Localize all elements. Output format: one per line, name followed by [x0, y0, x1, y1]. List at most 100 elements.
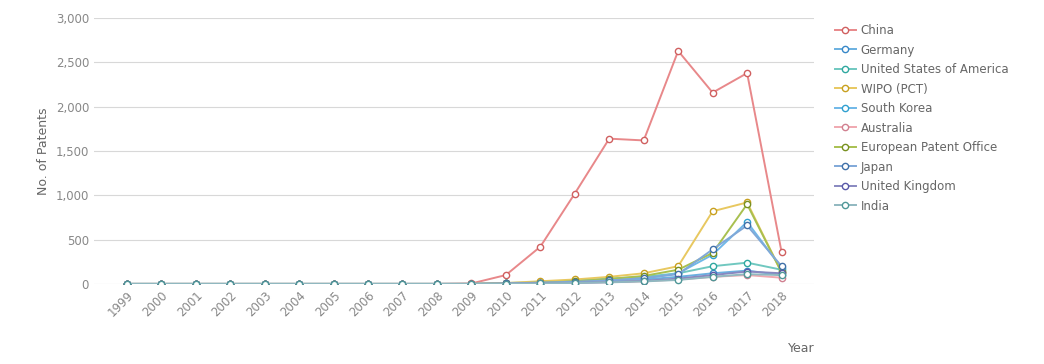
European Patent Office	[603, 277, 616, 281]
European Patent Office	[155, 282, 167, 286]
India	[155, 282, 167, 286]
China	[223, 282, 236, 286]
Australia	[672, 277, 685, 282]
Australia	[258, 282, 270, 286]
Germany	[672, 275, 685, 279]
India	[258, 282, 270, 286]
United Kingdom	[327, 282, 339, 286]
Australia	[466, 282, 478, 286]
India	[500, 282, 513, 286]
United States of America	[189, 282, 201, 286]
United States of America	[603, 276, 616, 281]
South Korea	[638, 276, 650, 281]
South Korea	[535, 281, 547, 285]
United States of America	[672, 271, 685, 276]
Germany	[430, 282, 443, 286]
India	[466, 282, 478, 286]
Japan	[327, 282, 339, 286]
India	[223, 282, 236, 286]
United States of America	[707, 264, 719, 268]
South Korea	[500, 281, 513, 286]
European Patent Office	[535, 280, 547, 285]
Line: Australia: Australia	[123, 272, 785, 287]
United States of America	[638, 275, 650, 279]
United Kingdom	[707, 273, 719, 277]
European Patent Office	[672, 268, 685, 272]
Japan	[707, 247, 719, 252]
China	[569, 191, 582, 196]
Line: China: China	[123, 48, 785, 287]
Germany	[396, 282, 408, 286]
WIPO (PCT)	[776, 270, 788, 274]
China	[603, 136, 616, 141]
China	[741, 71, 754, 75]
United Kingdom	[292, 282, 305, 286]
Line: South Korea: South Korea	[123, 219, 785, 287]
Australia	[569, 280, 582, 285]
Line: WIPO (PCT): WIPO (PCT)	[123, 199, 785, 287]
WIPO (PCT)	[535, 279, 547, 284]
Australia	[361, 282, 374, 286]
United States of America	[776, 268, 788, 272]
United States of America	[327, 282, 339, 286]
Japan	[361, 282, 374, 286]
South Korea	[223, 282, 236, 286]
WIPO (PCT)	[120, 282, 133, 286]
India	[741, 272, 754, 276]
Australia	[430, 282, 443, 286]
WIPO (PCT)	[672, 264, 685, 268]
Australia	[603, 280, 616, 284]
Germany	[327, 282, 339, 286]
WIPO (PCT)	[396, 282, 408, 286]
China	[430, 282, 443, 286]
China	[535, 245, 547, 249]
European Patent Office	[741, 202, 754, 206]
Japan	[569, 280, 582, 284]
Japan	[535, 280, 547, 285]
China	[672, 49, 685, 53]
United States of America	[466, 282, 478, 286]
Text: Year: Year	[787, 343, 814, 355]
European Patent Office	[327, 282, 339, 286]
European Patent Office	[189, 282, 201, 286]
United States of America	[430, 282, 443, 286]
Japan	[638, 276, 650, 280]
WIPO (PCT)	[223, 282, 236, 286]
United Kingdom	[189, 282, 201, 286]
United States of America	[569, 278, 582, 282]
United Kingdom	[776, 271, 788, 276]
European Patent Office	[223, 282, 236, 286]
Australia	[396, 282, 408, 286]
South Korea	[741, 220, 754, 224]
India	[292, 282, 305, 286]
Australia	[327, 282, 339, 286]
Australia	[223, 282, 236, 286]
India	[603, 280, 616, 285]
China	[189, 282, 201, 286]
WIPO (PCT)	[258, 282, 270, 286]
South Korea	[569, 280, 582, 284]
India	[361, 282, 374, 286]
China	[292, 282, 305, 286]
Australia	[535, 281, 547, 285]
Germany	[223, 282, 236, 286]
Germany	[292, 282, 305, 286]
United States of America	[258, 282, 270, 286]
United States of America	[396, 282, 408, 286]
Australia	[155, 282, 167, 286]
WIPO (PCT)	[741, 200, 754, 205]
Line: United Kingdom: United Kingdom	[123, 268, 785, 287]
Legend: China, Germany, United States of America, WIPO (PCT), South Korea, Australia, Eu: China, Germany, United States of America…	[834, 24, 1009, 213]
European Patent Office	[569, 279, 582, 284]
Australia	[741, 273, 754, 277]
Germany	[120, 282, 133, 286]
European Patent Office	[292, 282, 305, 286]
WIPO (PCT)	[361, 282, 374, 286]
Germany	[776, 273, 788, 277]
Japan	[189, 282, 201, 286]
WIPO (PCT)	[189, 282, 201, 286]
European Patent Office	[466, 282, 478, 286]
Japan	[603, 278, 616, 282]
United States of America	[155, 282, 167, 286]
Germany	[741, 269, 754, 273]
